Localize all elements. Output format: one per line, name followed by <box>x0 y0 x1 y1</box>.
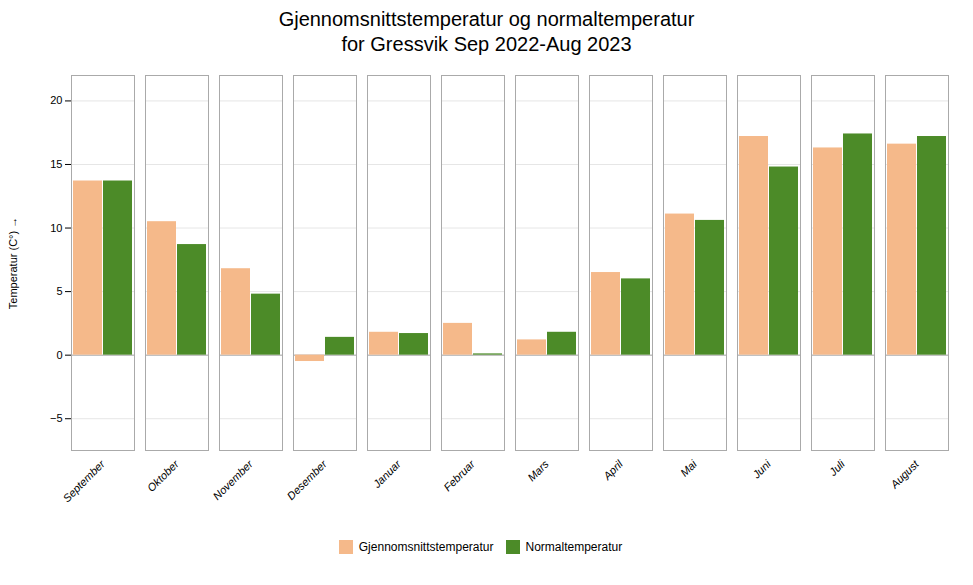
svg-text:−5: −5 <box>50 412 63 424</box>
html-text:Gjennomsnittstemperatur og nor: Gjennomsnittstemperatur og normaltempera… <box>278 8 695 30</box>
svg-text:Januar: Januar <box>370 457 404 491</box>
html-text:for Gressvik Sep 2022-Aug 2023: for Gressvik Sep 2022-Aug 2023 <box>341 33 632 55</box>
html-text:Normaltemperatur: Normaltemperatur <box>525 539 623 554</box>
svg-text:0: 0 <box>56 349 62 361</box>
svg-text:Juni: Juni <box>749 457 773 481</box>
svg-text:April: April <box>600 457 625 482</box>
svg-text:November: November <box>211 457 256 502</box>
svg-text:Mai: Mai <box>678 457 699 478</box>
svg-text:15: 15 <box>50 158 62 170</box>
svg-text:20: 20 <box>50 94 62 106</box>
svg-text:10: 10 <box>50 222 62 234</box>
svg-text:August: August <box>887 457 921 491</box>
svg-text:Temperatur (C°) →: Temperatur (C°) → <box>7 217 19 309</box>
svg-text:5: 5 <box>56 285 62 297</box>
svg-text:Oktober: Oktober <box>145 457 182 494</box>
html-text:Gjennomsnittstemperatur: Gjennomsnittstemperatur <box>358 539 494 554</box>
svg-text:September: September <box>60 457 107 504</box>
svg-text:Februar: Februar <box>441 457 478 494</box>
svg-text:Mars: Mars <box>525 457 551 483</box>
svg-text:Juli: Juli <box>826 457 847 478</box>
svg-text:Desember: Desember <box>285 457 330 502</box>
